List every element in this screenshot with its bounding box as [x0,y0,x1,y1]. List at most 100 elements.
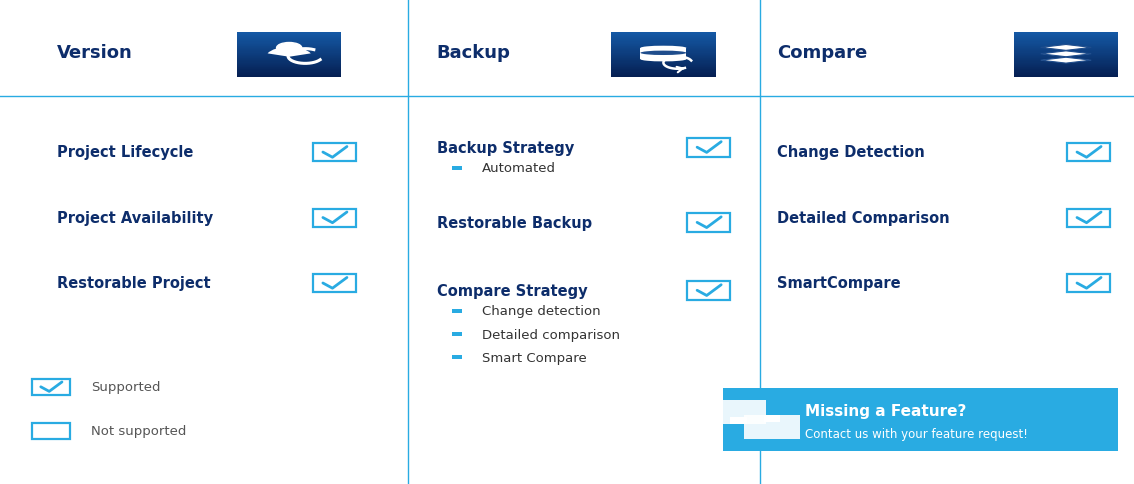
Bar [611,41,716,42]
Bar [611,48,716,50]
Bar [237,70,341,71]
Text: Smart Compare: Smart Compare [482,351,586,364]
Circle shape [277,44,302,54]
Bar [313,144,356,162]
Bar [237,76,341,78]
Bar [1014,60,1118,61]
Bar [237,53,341,55]
Bar [237,67,341,69]
Bar [1014,50,1118,51]
Bar [1014,33,1118,34]
Bar [611,64,716,66]
Bar [1014,64,1118,66]
Bar [237,58,341,59]
Bar [313,274,356,293]
Text: Version: Version [57,44,133,62]
Bar [611,66,716,68]
Bar [710,400,767,424]
Bar [1067,274,1110,293]
Bar [611,65,716,67]
Bar [687,139,730,157]
Bar [1014,66,1118,68]
Bar [611,60,716,61]
Bar [237,52,341,53]
Text: Automated: Automated [482,162,556,175]
Bar [237,42,341,44]
Bar [32,423,70,439]
Bar [1014,48,1118,50]
Bar [611,33,716,34]
Bar [611,44,716,45]
Text: Compare Strategy: Compare Strategy [437,283,587,298]
Bar [687,214,730,232]
Bar [611,62,716,63]
Bar [237,66,341,68]
Text: Detailed Comparison: Detailed Comparison [777,211,949,226]
Bar [237,60,341,61]
Text: Restorable Backup: Restorable Backup [437,215,592,230]
Polygon shape [1041,45,1091,51]
Bar [611,50,716,51]
Bar [611,71,716,73]
Bar [237,41,341,42]
Bar [611,73,716,75]
Bar [237,36,341,38]
Polygon shape [1041,58,1091,64]
Bar [611,58,716,59]
Bar [1014,36,1118,38]
Bar [611,55,716,57]
Text: Contact us with your feature request!: Contact us with your feature request! [805,427,1029,440]
Bar [1014,72,1118,74]
Text: Backup: Backup [437,44,510,62]
Bar [611,70,716,71]
Bar [1014,42,1118,44]
Bar [1014,75,1118,77]
Bar [237,51,341,52]
Bar [611,45,716,47]
Text: Change detection: Change detection [482,305,601,318]
Bar [237,34,341,36]
Bar [237,44,341,45]
Bar [1014,65,1118,67]
Bar [611,42,716,44]
Bar [237,54,341,56]
Bar [237,47,341,49]
Bar [611,43,716,45]
Bar [611,59,716,60]
Bar [611,40,716,41]
Text: Detailed comparison: Detailed comparison [482,328,620,341]
Bar [763,415,780,422]
Bar [237,64,341,66]
Bar [723,388,1118,451]
Text: Supported: Supported [91,381,160,393]
Bar [1014,74,1118,76]
Bar [1014,70,1118,71]
Bar [1014,52,1118,53]
Bar [1014,53,1118,55]
Bar [1014,58,1118,59]
Wedge shape [268,48,311,58]
Bar [237,45,341,47]
Bar [452,356,462,360]
Bar [237,73,341,75]
Bar [611,52,716,53]
Polygon shape [1041,52,1091,58]
Bar [1014,39,1118,40]
Bar [237,50,341,51]
Bar [1014,63,1118,64]
Bar [611,63,716,64]
Bar [237,40,341,41]
Bar [1014,35,1118,37]
Bar [237,39,341,40]
Text: Project Lifecycle: Project Lifecycle [57,145,193,160]
Bar [452,333,462,336]
Ellipse shape [641,51,686,56]
Bar [1014,62,1118,63]
Bar [1014,73,1118,75]
Bar [611,51,716,52]
Text: Compare: Compare [777,44,868,62]
Bar [313,209,356,227]
Text: Missing a Feature?: Missing a Feature? [805,403,966,418]
Bar [611,74,716,76]
Bar [1014,46,1118,48]
